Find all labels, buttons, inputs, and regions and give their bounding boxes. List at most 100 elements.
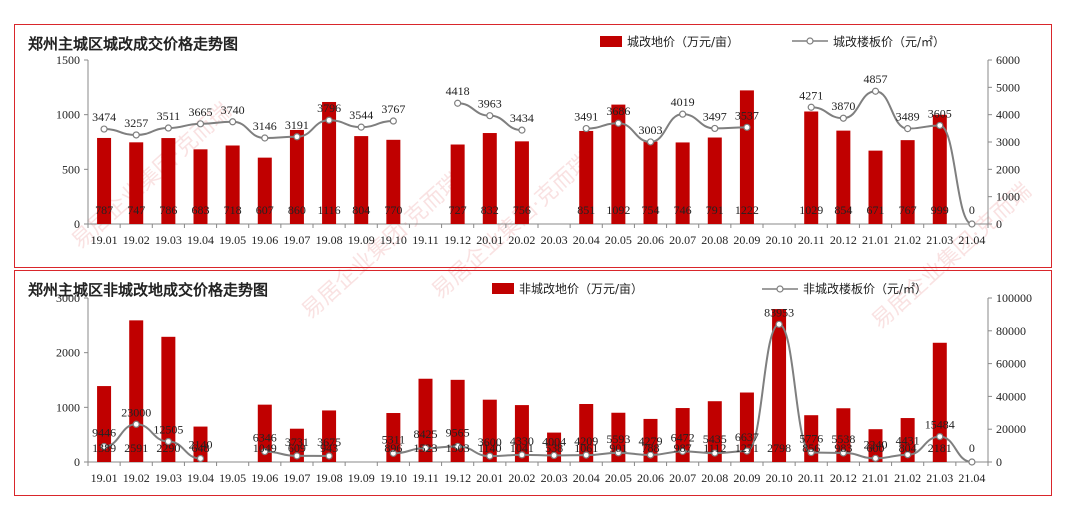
chart-2-point-label: 23000: [121, 405, 151, 419]
chart-panel-city-renewal: [14, 24, 1052, 268]
chart-1-bar-label: 854: [834, 203, 852, 217]
chart-1-bar-label: 791: [706, 203, 724, 217]
chart-1-point-label: 3963: [478, 97, 502, 111]
chart-2-line-point: [518, 451, 526, 459]
chart-1-ytick-right: 5000: [996, 80, 1020, 94]
chart-2: 郑州主城区非城改地成交价格走势图 非城改地价（万元/亩） 非城改楼板价（元/㎡）…: [28, 281, 1032, 485]
chart-2-xtick-label: 19.01: [91, 471, 118, 485]
chart-2-bar-label: 1061: [574, 441, 598, 455]
chart-2-xtick-label: 19.07: [283, 471, 310, 485]
chart-2-point-label: 2140: [189, 437, 213, 451]
chart-1-line-point: [968, 220, 976, 228]
chart-1-xtick-label: 21.01: [862, 233, 889, 247]
chart-1-bar: [257, 157, 272, 224]
chart-1-line-point: [871, 87, 880, 95]
chart-1-line-point: [904, 125, 912, 133]
chart-1-bar: [932, 114, 947, 224]
chart-1-point-label: 4418: [446, 84, 470, 98]
chart-1-xtick-label: 20.10: [766, 233, 793, 247]
chart-2-point-label: 4279: [639, 434, 663, 448]
chart-2-bar: [418, 378, 433, 462]
chart-1-ytick-right: 1000: [996, 190, 1020, 204]
chart-2-bar: [482, 399, 497, 462]
chart-2-xtick-label: 19.04: [187, 471, 214, 485]
chart-1-bar: [675, 142, 690, 224]
chart-1-bar-label: 1029: [799, 203, 823, 217]
chart-1-point-label: 3497: [703, 109, 727, 123]
chart-2-xtick-label: 20.11: [798, 471, 825, 485]
chart-2-bar-label: 1041: [510, 441, 534, 455]
chart-2-bar-label: 943: [320, 441, 338, 455]
chart-1-bar: [354, 136, 369, 224]
chart-2-point-label: 6637: [735, 430, 759, 444]
chart-2-bar-label: 856: [802, 441, 820, 455]
chart-1-bar: [161, 138, 176, 224]
chart-1-xtick-label: 19.07: [283, 233, 310, 247]
chart-1-legend-bar-label: 城改地价（万元/亩）: [627, 34, 739, 49]
chart-1-line-point: [357, 123, 365, 131]
chart-2-line-point: [807, 448, 815, 457]
chart-2-bar-label: 896: [384, 441, 402, 455]
chart-1-point-label: 3146: [253, 119, 277, 133]
chart-1-point-label: 3537: [735, 108, 759, 122]
chart-2-point-label: 3600: [478, 435, 502, 449]
chart-1-line-point: [743, 123, 751, 131]
chart-1-xtick-label: 20.07: [669, 233, 696, 247]
chart-1-line-point: [293, 133, 301, 141]
chart-2-xtick-label: 20.05: [605, 471, 632, 485]
chart-2-xtick-label: 19.08: [316, 471, 343, 485]
chart-2-bar-label: 901: [609, 441, 627, 455]
chart-1-xtick-label: 20.05: [605, 233, 632, 247]
chart-1-bar-label: 747: [127, 203, 145, 217]
chart-2-bar: [322, 410, 337, 462]
chart-2-xtick-label: 21.01: [862, 471, 889, 485]
chart-1-line-point: [229, 118, 237, 126]
chart-2-bar: [386, 413, 401, 462]
chart-2-xtick-label: 20.06: [637, 471, 664, 485]
chart-1-bar-label: 832: [481, 203, 499, 217]
chart-2-ytick-left: 0: [74, 455, 80, 469]
chart-1-bar: [643, 141, 658, 224]
chart-2-bar: [675, 408, 690, 462]
chart-1-bar-label: 754: [642, 203, 660, 217]
chart-1-bar-label: 767: [899, 203, 917, 217]
chart-2-bar: [643, 418, 658, 462]
chart-2-xtick-label: 19.10: [380, 471, 407, 485]
chart-1-point-label: 3740: [221, 103, 245, 117]
chart-2-ytick-left: 3000: [56, 291, 80, 305]
chart-2-bar-label: 609: [288, 441, 306, 455]
chart-1-xtick-label: 20.01: [476, 233, 503, 247]
chart-1-xtick-label: 20.08: [701, 233, 728, 247]
chart-2-ytick-right: 20000: [996, 422, 1026, 436]
chart-1-ytick-right: 3000: [996, 135, 1020, 149]
chart-2-ytick-right: 80000: [996, 324, 1026, 338]
chart-1-line-point: [454, 99, 462, 107]
chart-1-xtick-label: 19.02: [123, 233, 150, 247]
chart-1-line-point: [582, 124, 590, 133]
chart-2-ytick-right: 40000: [996, 389, 1026, 403]
chart-2-point-label: 9446: [92, 426, 116, 440]
chart-2-bar: [836, 408, 851, 462]
chart-2-xtick-label: 20.03: [541, 471, 568, 485]
chart-1-point-label: 3257: [124, 116, 148, 130]
chart-2-line-point: [550, 451, 558, 460]
chart-2-line-point: [904, 451, 912, 459]
chart-1-line-point: [100, 125, 108, 133]
chart-1-point-label: 4019: [671, 95, 695, 109]
chart-1-bar-label: 607: [256, 203, 274, 217]
chart-1-xtick-label: 21.02: [894, 233, 921, 247]
chart-2-point-label: 5538: [831, 432, 855, 446]
chart-1-ytick-right: 4000: [996, 108, 1020, 122]
chart-2-xtick-label: 20.04: [573, 471, 600, 485]
chart-1-line-point: [679, 110, 687, 118]
chart-2-line-point: [293, 452, 301, 460]
chart-1-bar: [97, 137, 112, 224]
chart-2-xtick-label: 19.05: [219, 471, 246, 485]
chart-2-bar: [900, 418, 915, 462]
chart-2-bar: [611, 412, 626, 462]
chart-1-bar-label: 727: [449, 203, 467, 217]
chart-2-line-point: [711, 449, 719, 457]
chart-2-line-point: [164, 437, 172, 446]
chart-1-bar: [225, 145, 240, 224]
chart-2-xtick-label: 19.03: [155, 471, 182, 485]
